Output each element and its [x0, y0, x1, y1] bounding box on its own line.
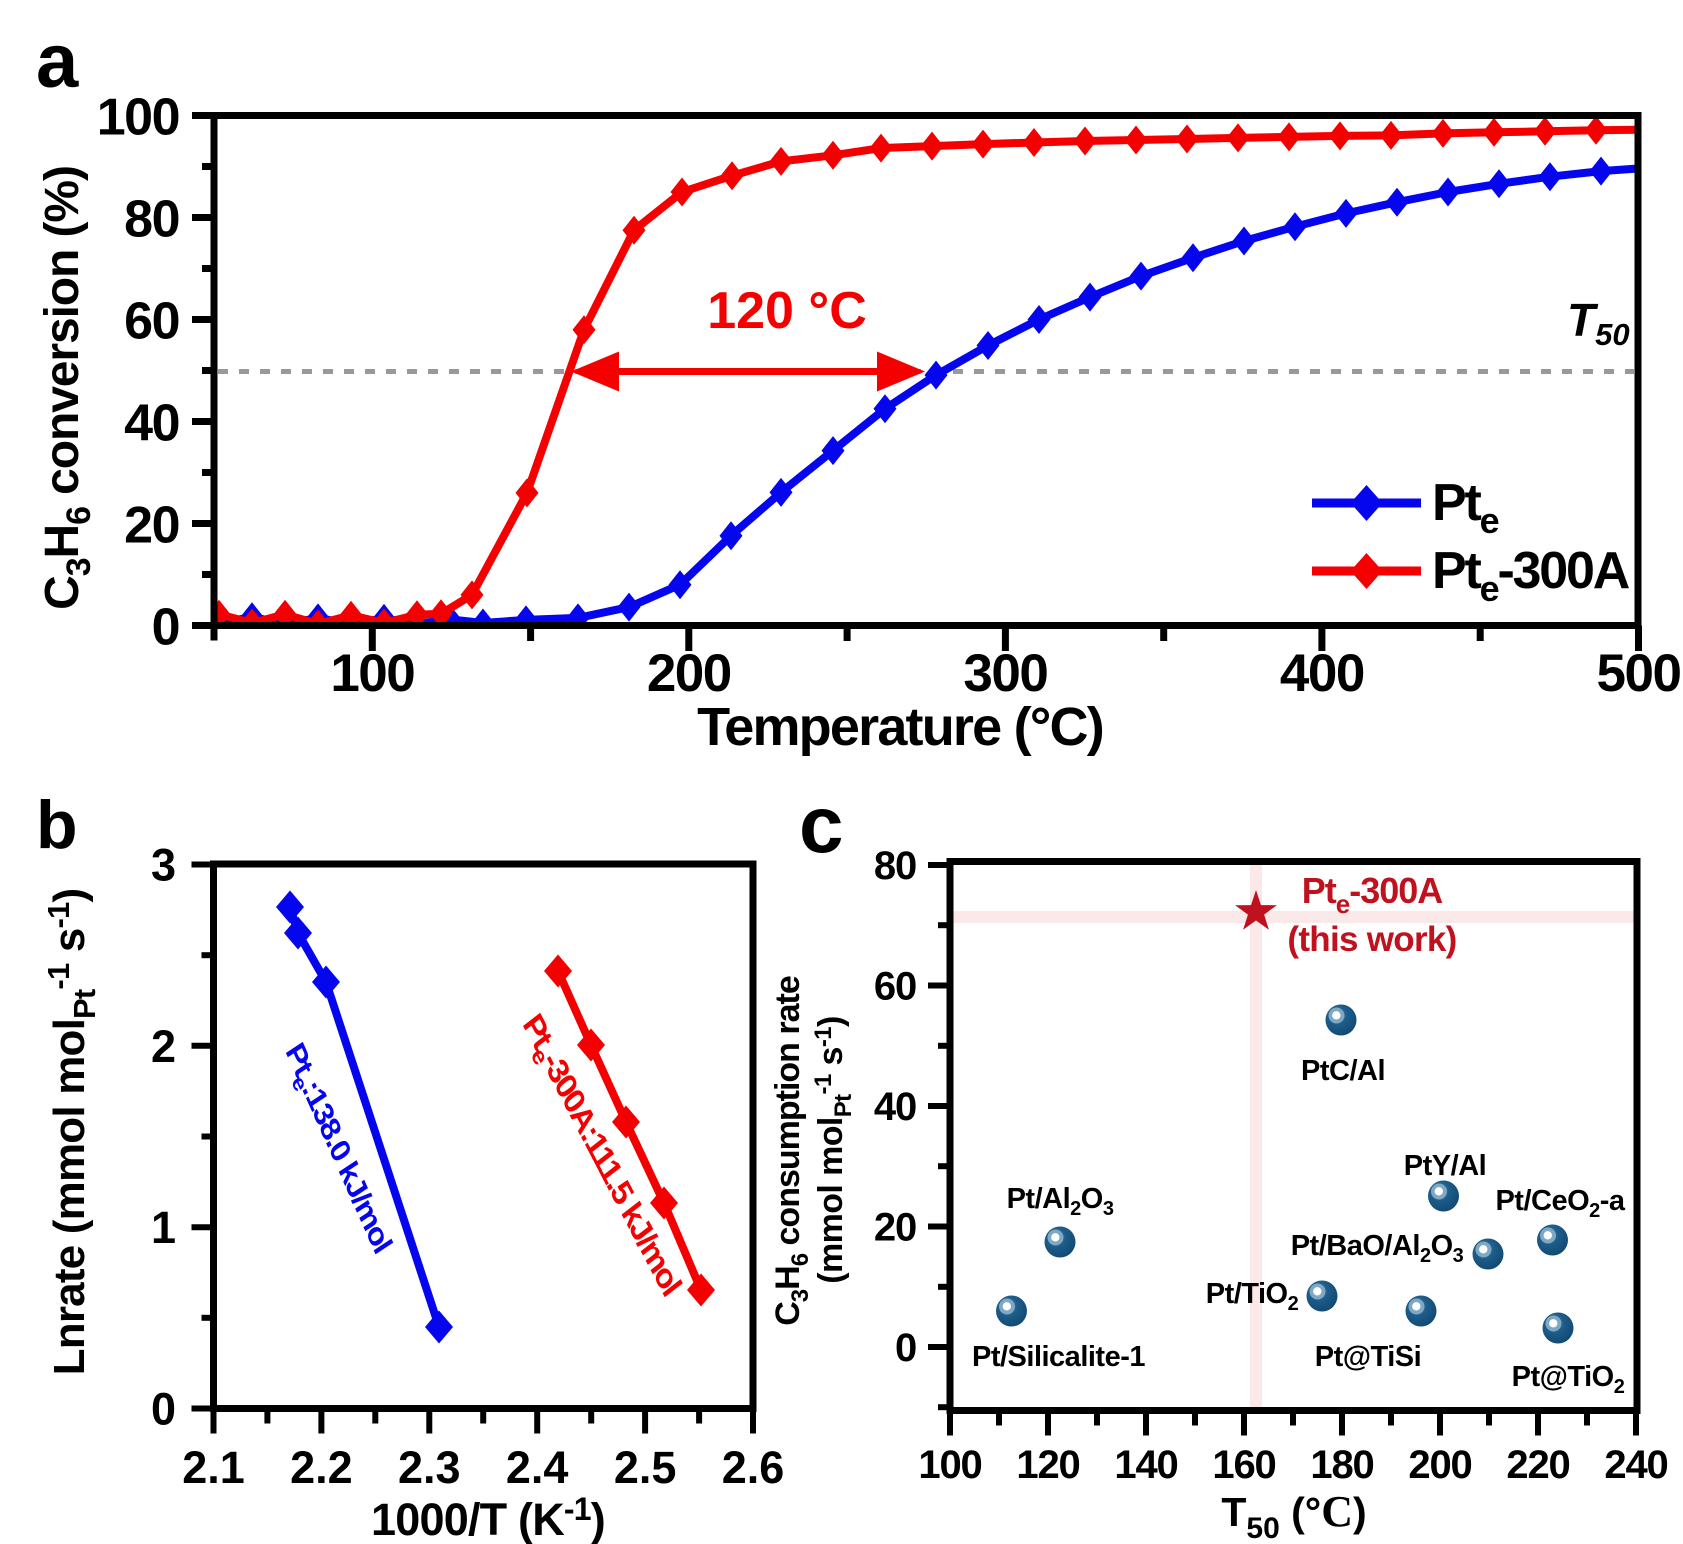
svg-text:500: 500 — [1597, 644, 1681, 703]
svg-text:1: 1 — [151, 1202, 176, 1253]
svg-text:Pt/Al2​O3​: Pt/Al2​O3​ — [1007, 1183, 1114, 1220]
svg-text:0: 0 — [151, 1384, 176, 1435]
svg-text:0: 0 — [895, 1326, 916, 1370]
svg-text:2.6: 2.6 — [722, 1442, 785, 1493]
svg-text:20: 20 — [124, 497, 179, 555]
svg-text:Pt/Silicalite-1: Pt/Silicalite-1 — [972, 1341, 1145, 1373]
svg-text:2.3: 2.3 — [398, 1442, 461, 1493]
svg-text:(this work): (this work) — [1287, 920, 1456, 959]
svg-text:C3H6 consumption rate: C3H6 consumption rate — [769, 976, 814, 1326]
svg-text:Pt/BaO/Al2​O3​: Pt/BaO/Al2​O3​ — [1291, 1230, 1464, 1267]
svg-text:T50 (°C): T50 (°C) — [1221, 1487, 1366, 1544]
svg-text:Pt/TiO2​: Pt/TiO2​ — [1206, 1278, 1299, 1315]
svg-text:240: 240 — [1604, 1443, 1667, 1487]
svg-text:40: 40 — [874, 1085, 916, 1129]
svg-text:2: 2 — [151, 1021, 176, 1072]
svg-text:80: 80 — [874, 844, 916, 888]
svg-text:Pt/CeO2​-a: Pt/CeO2​-a — [1495, 1185, 1625, 1222]
svg-text:Pte-300A: Pte-300A — [1432, 542, 1630, 609]
svg-text:200: 200 — [647, 644, 731, 703]
svg-text:300: 300 — [963, 644, 1047, 703]
svg-text:60: 60 — [874, 965, 916, 1009]
svg-text:200: 200 — [1408, 1443, 1471, 1487]
svg-text:c: c — [799, 780, 844, 869]
svg-text:Pte-300A: Pte-300A — [1302, 870, 1444, 919]
svg-text:b: b — [36, 787, 78, 863]
svg-text:PtC/Al: PtC/Al — [1301, 1055, 1385, 1087]
svg-text:20: 20 — [874, 1206, 916, 1250]
svg-text:Pt@TiSi: Pt@TiSi — [1315, 1341, 1421, 1373]
svg-text:Pt@TiO2​: Pt@TiO2​ — [1512, 1361, 1625, 1398]
svg-text:100: 100 — [918, 1443, 981, 1487]
svg-text:140: 140 — [1114, 1443, 1177, 1487]
svg-text:120: 120 — [1016, 1443, 1079, 1487]
svg-text:(mmol molPt-1 s-1): (mmol molPt-1 s-1) — [810, 1016, 857, 1283]
svg-text:Lnrate (mmol molPt-1 s-1): Lnrate (mmol molPt-1 s-1) — [41, 889, 102, 1376]
svg-text:2.5: 2.5 — [614, 1442, 677, 1493]
svg-text:100: 100 — [97, 89, 179, 147]
svg-text:Temperature (°C): Temperature (°C) — [697, 697, 1103, 757]
svg-text:120 °C: 120 °C — [707, 282, 867, 340]
svg-text:2.4: 2.4 — [506, 1442, 569, 1493]
svg-text:220: 220 — [1506, 1443, 1569, 1487]
svg-text:0: 0 — [152, 599, 179, 657]
svg-text:2.2: 2.2 — [290, 1442, 353, 1493]
svg-text:a: a — [36, 19, 79, 104]
svg-text:400: 400 — [1280, 644, 1364, 703]
svg-text:C3H6 conversion (%): C3H6 conversion (%) — [36, 166, 98, 610]
svg-text:60: 60 — [124, 293, 179, 351]
svg-text:2.1: 2.1 — [182, 1442, 245, 1493]
svg-text:180: 180 — [1310, 1443, 1373, 1487]
svg-text:100: 100 — [330, 644, 414, 703]
svg-text:40: 40 — [124, 395, 179, 453]
svg-text:3: 3 — [151, 840, 176, 891]
svg-text:160: 160 — [1212, 1443, 1275, 1487]
svg-text:PtY/Al: PtY/Al — [1404, 1150, 1486, 1182]
svg-text:80: 80 — [124, 191, 179, 249]
